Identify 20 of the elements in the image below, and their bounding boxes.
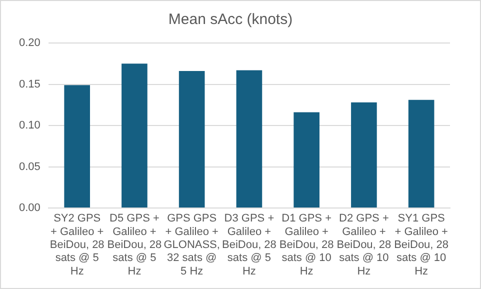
bar bbox=[351, 102, 377, 208]
x-tick-label: GPS GPS + Galileo + GLONASS, 32 sats @ 5 Hz bbox=[164, 212, 220, 278]
x-tick-label: D3 GPS + Galileo + BeiDou, 28 sats @ 5 Hz bbox=[222, 212, 276, 278]
y-tick-label: 0.15 bbox=[18, 78, 40, 90]
bar bbox=[408, 100, 434, 208]
x-tick-label: SY2 GPS + Galileo + BeiDou, 28 sats @ 5 Hz bbox=[50, 212, 104, 278]
x-tick-label: D5 GPS + Galileo + BeiDou, 28 sats @ 5 Hz bbox=[107, 212, 162, 278]
bar bbox=[236, 70, 262, 208]
x-tick-label: SY1 GPS + Galileo + BeiDou, 28 sats @ 10 Hz bbox=[394, 212, 449, 278]
y-tick-label: 0.10 bbox=[18, 120, 40, 132]
y-tick-label: 0.05 bbox=[18, 160, 40, 173]
y-tick-label: 0.20 bbox=[18, 37, 40, 50]
y-tick-label: 0.00 bbox=[18, 202, 40, 214]
chart-title: Mean sAcc (knots) bbox=[168, 11, 293, 28]
bar bbox=[122, 64, 148, 208]
x-tick-label: D2 GPS + Galileo + BeiDou, 28 sats @ 10 Hz bbox=[336, 212, 392, 278]
x-tick-label: D1 GPS + Galileo + BeiDou, 28 sats @ 10 Hz bbox=[279, 212, 334, 278]
bar bbox=[64, 85, 90, 208]
bar bbox=[178, 71, 205, 208]
bar bbox=[294, 112, 320, 208]
